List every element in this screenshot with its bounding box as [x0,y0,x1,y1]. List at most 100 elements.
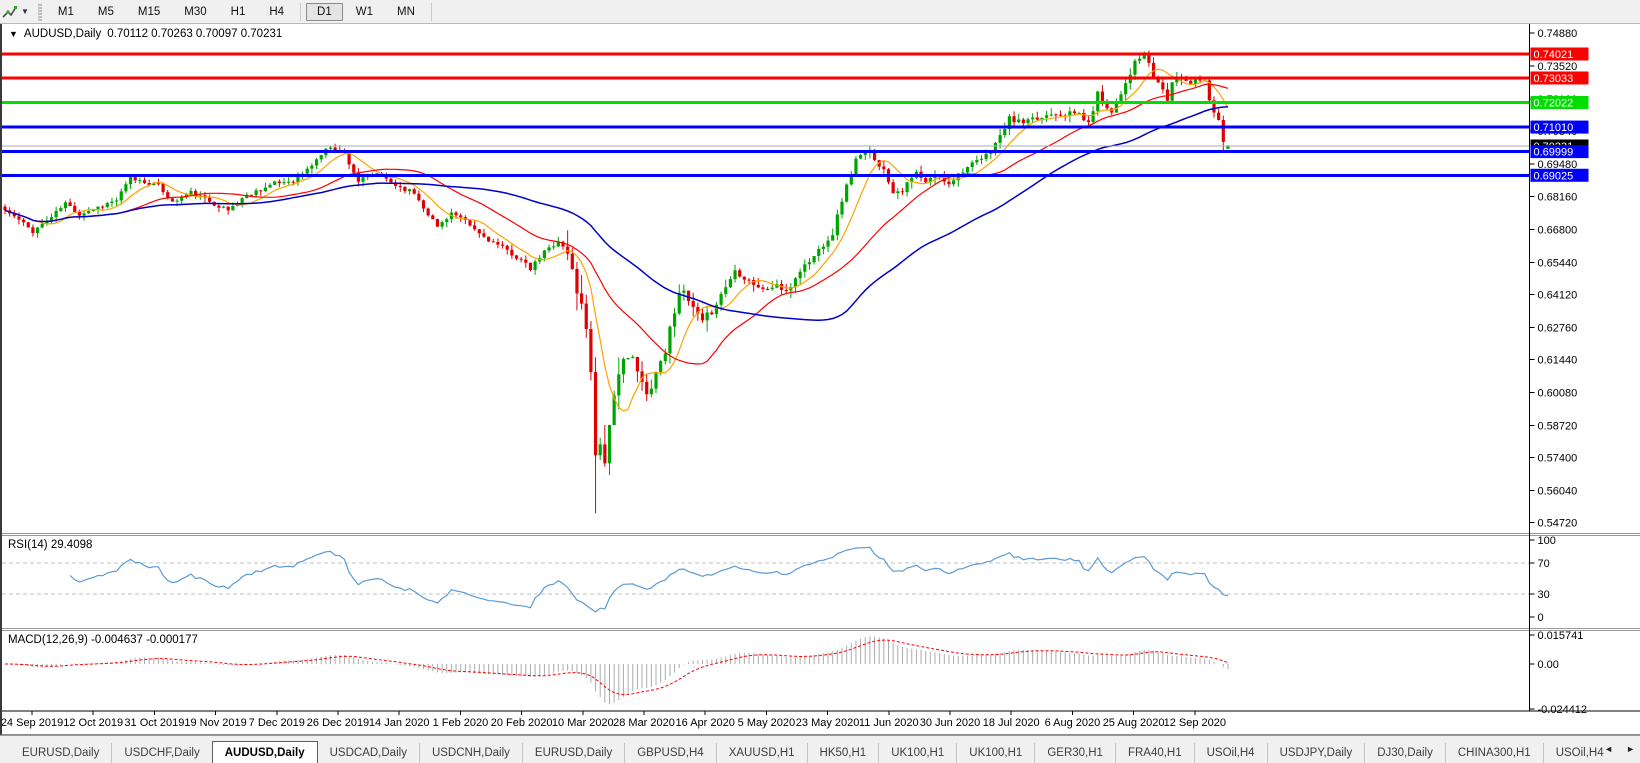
crosshair-cursor-icon [2,5,17,18]
chart-tab-china300-h1[interactable]: CHINA300,H1 [1444,743,1543,763]
chart-title: ▼ AUDUSD,Daily 0.70112 0.70263 0.70097 0… [9,28,282,40]
chevron-down-icon[interactable]: ▼ [21,7,29,16]
svg-text:19 Nov 2019: 19 Nov 2019 [184,717,246,729]
toolbar-separator [430,2,432,21]
svg-text:0.65440: 0.65440 [1538,257,1578,269]
svg-text:16 Apr 2020: 16 Apr 2020 [676,717,735,729]
svg-text:31 Oct 2019: 31 Oct 2019 [124,717,184,729]
chart-tab-uk100-h1[interactable]: UK100,H1 [956,743,1034,763]
svg-text:0.73033: 0.73033 [1534,73,1574,85]
chart-tab-ger30-h1[interactable]: GER30,H1 [1034,743,1115,763]
timeframe-button-m30[interactable]: M30 [184,5,207,18]
svg-text:0.60080: 0.60080 [1538,387,1578,399]
chart-tab-hk50-h1[interactable]: HK50,H1 [806,743,879,763]
chart-tab-usoil-h4[interactable]: USOil,H4 [1542,743,1616,763]
rsi-line [69,546,1229,613]
macd-indicator-label: MACD(12,26,9) -0.004637 -0.000177 [8,634,198,646]
svg-text:7 Dec 2019: 7 Dec 2019 [249,717,305,729]
svg-text:70: 70 [1538,558,1550,570]
svg-text:12 Sep 2020: 12 Sep 2020 [1164,717,1226,729]
chart-tab-xauusd-h1[interactable]: XAUUSD,H1 [715,743,807,763]
svg-text:28 Mar 2020: 28 Mar 2020 [613,717,675,729]
tabs-scroll-left-icon[interactable]: ◄ [1604,744,1614,754]
price-label-0.73033 [1530,71,1589,85]
svg-text:0.54720: 0.54720 [1538,517,1578,529]
rsi-indicator-label: RSI(14) 29.4098 [8,539,93,551]
timeframe-button-group: M1 M5 M15 M30 H1 H4 D1 W1 MN [46,2,436,21]
svg-text:24 Sep 2019: 24 Sep 2019 [2,717,63,729]
timeframe-button-d1[interactable]: D1 [306,2,343,21]
timeframe-button-m15[interactable]: M15 [137,5,161,18]
ma-25-line [4,83,1229,365]
chart-tab-eurusd-daily[interactable]: EURUSD,Daily [521,743,624,763]
candles-layer [3,50,1230,514]
chart-tool-button[interactable]: ▼ [0,1,32,23]
price-label-0.69025 [1530,168,1589,182]
svg-text:0.73520: 0.73520 [1538,61,1578,73]
svg-text:0.56040: 0.56040 [1538,485,1578,497]
chart-ohlc-values: 0.70112 0.70263 0.70097 0.70231 [107,28,283,40]
chart-canvas[interactable]: 0.748800.735200.721600.708400.694800.681… [2,24,1640,733]
svg-text:6 Aug 2020: 6 Aug 2020 [1045,717,1101,729]
timeframe-button-h1[interactable]: H1 [230,5,246,18]
chart-tab-dj30-daily[interactable]: DJ30,Daily [1364,743,1445,763]
ma-8-line [4,68,1229,412]
chart-tab-audusd-daily[interactable]: AUDUSD,Daily [211,741,318,763]
svg-text:0.57400: 0.57400 [1538,452,1578,464]
chart-tabs: EURUSD,Daily USDCHF,Daily AUDUSD,Daily USDC… [10,741,1616,763]
svg-text:12 Oct 2019: 12 Oct 2019 [63,717,123,729]
timeframe-button-mn[interactable]: MN [397,5,415,18]
svg-text:23 May 2020: 23 May 2020 [796,717,860,729]
price-label-0.69999 [1530,145,1589,159]
tabs-scroll-right-icon[interactable]: ► [1626,744,1635,754]
chart-tab-gbpusd-h4[interactable]: GBPUSD,H4 [624,743,715,763]
svg-text:0.66800: 0.66800 [1538,224,1578,236]
svg-text:0.74021: 0.74021 [1534,49,1574,61]
chart-tab-usoil-h4[interactable]: USOil,H4 [1193,743,1267,763]
timeframe-button-w1[interactable]: W1 [355,5,373,18]
svg-text:11 Jun 2020: 11 Jun 2020 [859,717,919,729]
chart-tab-usdcad-daily[interactable]: USDCAD,Daily [329,747,407,759]
svg-text:-0.024412: -0.024412 [1538,704,1588,716]
chart-tab-eurusd-daily[interactable]: EURUSD,Daily [22,747,100,759]
svg-text:0.68160: 0.68160 [1538,191,1578,203]
timeframe-button-m1[interactable]: M1 [57,5,74,18]
price-axis: 0.748800.735200.721600.708400.694800.681… [1529,28,1589,716]
svg-text:0.69999: 0.69999 [1534,147,1574,159]
chart-window: 0.748800.735200.721600.708400.694800.681… [0,24,1640,735]
rsi-pane [2,546,1530,613]
svg-text:0.69480: 0.69480 [1538,159,1578,171]
macd-signal-line [5,639,1229,696]
chart-tab-uk100-h1[interactable]: UK100,H1 [878,743,956,763]
macd-pane [5,636,1229,704]
timeframe-button-m5[interactable]: M5 [97,5,114,18]
svg-text:0.69025: 0.69025 [1534,170,1574,182]
svg-text:10 Mar 2020: 10 Mar 2020 [552,717,614,729]
svg-text:20 Feb 2020: 20 Feb 2020 [491,717,553,729]
chart-tab-usdchf-daily[interactable]: USDCHF,Daily [111,743,211,763]
svg-text:18 Jul 2020: 18 Jul 2020 [983,717,1040,729]
svg-text:0.74880: 0.74880 [1538,28,1578,40]
svg-text:0.015741: 0.015741 [1538,630,1584,642]
chart-title-expander-icon[interactable]: ▼ [9,29,18,39]
svg-text:25 Aug 2020: 25 Aug 2020 [1103,717,1165,729]
chart-tab-usdjpy-daily[interactable]: USDJPY,Daily [1266,743,1365,763]
svg-text:30 Jun 2020: 30 Jun 2020 [920,717,981,729]
price-label-0.72022 [1530,96,1589,110]
chart-tab-usdcnh-daily[interactable]: USDCNH,Daily [418,743,522,763]
svg-text:0.00: 0.00 [1538,659,1559,671]
timeframe-button-h4[interactable]: H4 [269,5,285,18]
main-pane [2,50,1530,514]
toolbar-grip [37,2,42,21]
svg-text:100: 100 [1538,535,1556,547]
toolbar-separator [300,2,302,21]
price-label-0.71010 [1530,120,1589,134]
ma-55-line [4,106,1228,321]
svg-text:0: 0 [1538,612,1544,624]
time-axis: 24 Sep 2019 12 Oct 2019 31 Oct 2019 19 Nov … [2,711,1226,729]
svg-text:0.62760: 0.62760 [1538,322,1578,334]
svg-text:30: 30 [1538,589,1550,601]
svg-text:0.71010: 0.71010 [1534,122,1574,134]
svg-text:0.58720: 0.58720 [1538,420,1578,432]
chart-tab-fra40-h1[interactable]: FRA40,H1 [1114,743,1194,763]
